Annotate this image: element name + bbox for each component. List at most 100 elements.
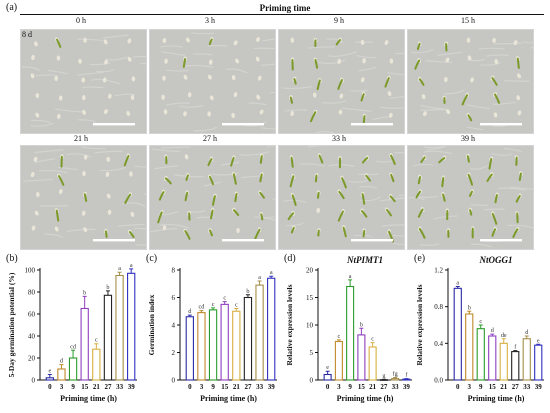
time-label-27h: 27 h	[180, 134, 240, 143]
seed-photo-33h	[278, 145, 405, 250]
y-axis-label: 5-Day germination potential (%)	[7, 272, 16, 377]
x-tick-label: 27	[244, 383, 252, 391]
seed-photo-27h	[149, 145, 276, 250]
significance-letter: e	[537, 337, 540, 344]
bar	[186, 317, 193, 380]
significance-letter: d	[60, 358, 64, 365]
error-bar	[106, 291, 110, 295]
error-bar	[348, 280, 352, 287]
bar	[104, 295, 111, 380]
panel-label: (d)	[284, 253, 296, 264]
bar	[324, 375, 331, 381]
error-bar	[371, 343, 375, 347]
x-tick-label: 21	[93, 383, 101, 391]
bar	[392, 379, 399, 380]
bar	[500, 343, 507, 380]
x-tick-label: 33	[116, 383, 124, 391]
bar	[523, 339, 530, 380]
time-label-21h: 21 h	[51, 134, 111, 143]
bar	[256, 285, 263, 380]
y-tick-label: 20	[306, 267, 314, 275]
significance-letter: cd	[70, 343, 77, 350]
x-tick-label: 39	[128, 383, 136, 391]
x-tick-label: 27	[380, 383, 388, 391]
significance-letter: c	[95, 337, 98, 344]
y-tick-label: 0	[32, 377, 36, 385]
significance-letter: a	[130, 262, 133, 269]
significance-letter: fg	[393, 371, 398, 378]
panel-a-label: (a)	[6, 2, 17, 13]
error-bar	[83, 296, 87, 308]
significance-letter: a	[118, 265, 121, 272]
bar	[358, 335, 365, 380]
x-tick-label: 27	[512, 383, 520, 391]
error-bar	[59, 365, 63, 369]
x-tick-label: 33	[256, 383, 264, 391]
x-tick-label: 15	[81, 383, 89, 391]
significance-letter: e	[326, 364, 329, 371]
significance-letter: e	[48, 368, 51, 375]
x-tick-label: 9	[479, 383, 483, 391]
y-tick-label: 40	[28, 333, 36, 341]
x-axis-label: Priming time (h)	[337, 394, 394, 403]
y-tick-label: 100	[25, 267, 36, 275]
x-tick-label: 9	[71, 383, 75, 391]
time-label-15h: 15 h	[438, 16, 498, 25]
x-tick-label: 9	[348, 383, 352, 391]
x-tick-label: 33	[392, 383, 400, 391]
x-tick-label: 15	[489, 383, 497, 391]
bar	[512, 352, 519, 380]
bar	[268, 278, 275, 380]
x-axis-label: Priming time (h)	[468, 394, 525, 403]
bar	[477, 329, 484, 380]
y-tick-label: 0.0	[434, 377, 443, 385]
y-tick-label: 10	[306, 322, 314, 330]
time-label-9h: 9 h	[309, 16, 369, 25]
x-tick-label: 0	[48, 383, 52, 391]
bar	[46, 378, 53, 380]
y-tick-label: 0	[172, 377, 176, 385]
panel-label: (b)	[6, 253, 18, 264]
significance-letter: b	[106, 284, 109, 291]
photo-tag: 8 d	[22, 30, 32, 39]
bar	[69, 358, 76, 380]
significance-letter: a	[258, 274, 261, 281]
y-tick-label: 20	[28, 355, 36, 363]
x-tick-label: 39	[268, 383, 276, 391]
x-tick-label: 33	[523, 383, 531, 391]
seed-photo-39h	[407, 145, 534, 250]
bar	[128, 273, 135, 380]
bar	[81, 309, 88, 381]
y-tick-label: 4	[172, 322, 176, 330]
panel-label: (c)	[146, 253, 157, 264]
bar	[58, 369, 65, 380]
significance-letter: b	[246, 288, 249, 295]
y-tick-label: 0.4	[434, 340, 443, 348]
bar	[347, 287, 354, 381]
time-label-0h: 0 h	[51, 16, 111, 25]
x-tick-label: 15	[221, 383, 229, 391]
x-tick-label: 3	[60, 383, 64, 391]
x-tick-label: 0	[188, 383, 192, 391]
x-tick-label: 3	[337, 383, 341, 391]
seed-photo-0h	[20, 29, 147, 134]
y-axis-label: Relative expression levels	[415, 284, 424, 365]
significance-letter: de	[501, 332, 507, 339]
seed-photo-3h	[149, 29, 276, 134]
y-tick-label: 15	[306, 294, 314, 302]
error-bar	[71, 350, 75, 358]
significance-letter: c	[212, 301, 215, 308]
bar	[489, 336, 496, 380]
significance-letter: c	[338, 333, 341, 340]
y-tick-label: 2	[172, 349, 176, 357]
bar	[233, 311, 240, 380]
significance-letter: cd	[199, 304, 206, 311]
x-tick-label: 0	[326, 383, 330, 391]
y-tick-label: 6	[172, 294, 176, 302]
significance-letter: d	[491, 327, 495, 334]
error-bar	[129, 269, 133, 273]
bar	[116, 276, 123, 381]
